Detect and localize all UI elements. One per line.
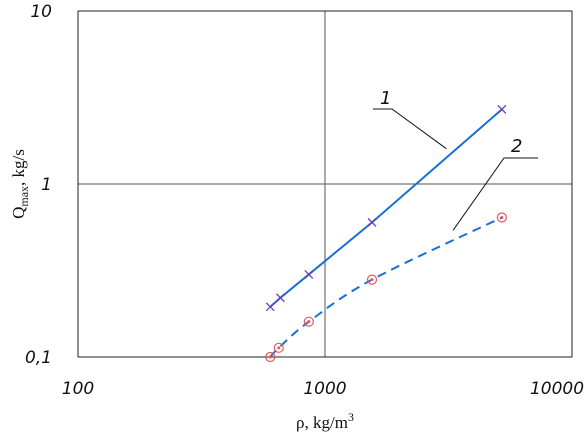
series-2-point <box>303 316 314 327</box>
series-2-label-text: 2 <box>511 136 522 157</box>
series-2-point <box>265 351 276 363</box>
marker-stroke <box>265 302 275 312</box>
marker-circle <box>273 342 284 353</box>
y-tick-label: 1 <box>41 175 52 195</box>
marker-circle <box>265 351 276 363</box>
y-tick-label: 10 <box>30 2 52 22</box>
series-2-point <box>496 212 507 223</box>
marker-dot <box>268 355 272 359</box>
series-1-point <box>497 104 507 114</box>
series-1-point <box>367 217 377 227</box>
series-2-point <box>273 342 284 353</box>
marker-circle <box>366 274 378 285</box>
series-2-leader <box>452 157 538 231</box>
marker-dot <box>500 216 504 220</box>
series-1-point <box>265 302 275 312</box>
series-2-line <box>269 216 503 358</box>
tick-labels: 100 1000 10000 0,1 1 10 <box>25 2 584 399</box>
series-1-line <box>269 108 503 308</box>
series-1-label: 1 <box>373 88 447 150</box>
series-2-label: 2 <box>452 136 538 231</box>
series-1-point <box>304 269 314 279</box>
marker-dot <box>370 278 374 282</box>
marker-dot <box>307 320 311 324</box>
y-axis-label: Qmax, kg/s <box>9 149 31 219</box>
grid <box>78 11 572 357</box>
marker-layer <box>265 104 507 363</box>
series-2-point <box>366 274 378 285</box>
x-axis-label: ρ, kg/m3 <box>296 410 354 432</box>
x-tick-label: 1000 <box>303 379 346 399</box>
marker-stroke <box>304 269 314 279</box>
x-tick-label: 10000 <box>530 379 584 399</box>
marker-stroke <box>275 293 285 303</box>
y-tick-label: 0,1 <box>25 348 52 368</box>
marker-stroke <box>497 104 507 114</box>
marker-dot <box>277 346 281 350</box>
marker-circle <box>303 316 314 327</box>
series-1-leader <box>373 108 447 150</box>
marker-stroke <box>367 217 377 227</box>
series-1-label-text: 1 <box>380 88 391 109</box>
series-1-point <box>275 293 285 303</box>
x-tick-label: 100 <box>62 379 94 399</box>
marker-circle <box>496 212 507 223</box>
plot-frame <box>77 10 573 358</box>
